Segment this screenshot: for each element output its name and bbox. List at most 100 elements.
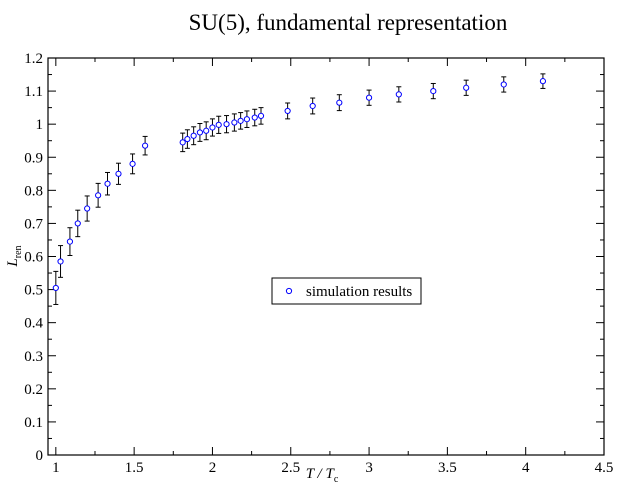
y-tick-label: 0.2 <box>24 382 43 398</box>
x-axis-label-main: T / T <box>306 466 336 482</box>
point-marker <box>203 127 210 134</box>
point-marker <box>223 121 230 128</box>
plot-frame <box>47 57 605 456</box>
data-point <box>142 135 149 156</box>
x-axis-label-sub: c <box>334 474 339 485</box>
x-tick-label: 1 <box>52 460 60 476</box>
data-point <box>184 129 191 149</box>
point-marker <box>463 84 470 91</box>
y-tick-label: 0.9 <box>24 150 43 166</box>
point-marker <box>184 135 191 143</box>
point-marker <box>129 160 136 167</box>
data-point <box>500 76 507 93</box>
point-marker <box>237 117 244 124</box>
y-tick-label: 1.2 <box>24 51 43 67</box>
y-tick-label: 1.1 <box>24 84 43 100</box>
x-tick-label: 2 <box>209 460 217 476</box>
y-tick-label: 0.4 <box>24 316 43 332</box>
data-point <box>231 113 238 132</box>
data-point <box>539 73 547 89</box>
data-point <box>52 270 59 305</box>
data-point <box>284 102 291 120</box>
data-point <box>463 79 470 96</box>
data-point <box>74 209 81 238</box>
data-point <box>179 132 186 153</box>
point-marker <box>430 87 437 95</box>
point-marker <box>309 102 316 110</box>
data-point <box>104 171 111 196</box>
point-marker <box>395 91 402 98</box>
point-marker <box>257 112 265 119</box>
point-marker <box>500 81 507 88</box>
point-marker <box>215 121 222 128</box>
y-tick-label: 1 <box>36 117 44 133</box>
data-point <box>57 245 64 278</box>
x-axis-ticks: 1 1.5 2 2.5 3 3.5 4 4.5 <box>52 58 613 476</box>
y-axis-label: Lren <box>5 245 24 267</box>
point-marker <box>190 132 197 139</box>
data-point <box>430 82 437 100</box>
legend: simulation results <box>271 277 422 305</box>
data-point <box>243 110 251 128</box>
point-marker <box>336 99 343 106</box>
legend-label: simulation results <box>306 284 412 300</box>
point-marker <box>196 129 204 136</box>
point-marker <box>251 114 258 121</box>
x-tick-label: 4.5 <box>595 460 614 476</box>
data-point <box>395 86 402 103</box>
data-point <box>365 89 373 106</box>
y-tick-label: 0.5 <box>24 283 43 299</box>
data-point <box>257 107 265 125</box>
x-tick-label: 1.5 <box>125 460 144 476</box>
data-point <box>223 115 230 134</box>
y-tick-label: 0 <box>36 448 44 464</box>
point-marker <box>284 107 291 115</box>
data-point <box>95 182 102 208</box>
data-point <box>196 123 204 142</box>
data-point <box>115 162 122 185</box>
data-point <box>203 121 210 141</box>
y-tick-label: 0.3 <box>24 349 43 365</box>
data-point <box>336 94 343 112</box>
chart-title: SU(5), fundamental representation <box>189 10 508 35</box>
data-point <box>129 153 136 175</box>
x-tick-label: 4 <box>522 460 530 476</box>
series-simulation-results <box>52 73 547 305</box>
point-marker <box>209 124 216 131</box>
point-marker <box>115 170 122 177</box>
y-tick-label: 0.7 <box>24 216 43 232</box>
y-axis-label-sub: ren <box>13 245 24 258</box>
legend-marker <box>285 287 293 295</box>
y-tick-label: 0.6 <box>24 250 43 266</box>
point-marker <box>142 142 149 149</box>
data-point <box>215 115 222 134</box>
point-marker <box>52 284 59 292</box>
y-tick-label: 0.8 <box>24 183 43 199</box>
point-marker <box>539 78 547 85</box>
point-marker <box>84 205 91 212</box>
y-axis-ticks: 0 0.1 0.2 0.3 0.4 0.5 0.6 0.7 0.8 0.9 1 1.1 1.2 <box>24 51 604 464</box>
x-tick-label: 2.5 <box>281 460 300 476</box>
data-point <box>66 227 74 257</box>
point-marker <box>179 139 186 146</box>
data-point <box>309 97 316 115</box>
y-axis-label-main: L <box>5 258 21 267</box>
point-marker <box>104 180 111 187</box>
data-point <box>209 118 216 137</box>
legend-box <box>271 277 422 305</box>
point-marker <box>66 238 74 245</box>
x-tick-label: 3 <box>365 460 373 476</box>
point-marker <box>365 94 373 101</box>
data-point <box>251 108 258 127</box>
data-point <box>84 195 91 222</box>
point-marker <box>231 119 238 126</box>
y-tick-label: 0.1 <box>24 415 43 431</box>
point-marker <box>57 258 64 265</box>
data-point <box>237 112 244 130</box>
point-marker <box>95 192 102 199</box>
data-point <box>190 126 197 146</box>
x-axis-label: T / Tc <box>306 466 339 485</box>
point-marker <box>74 220 81 227</box>
point-marker <box>243 116 251 123</box>
